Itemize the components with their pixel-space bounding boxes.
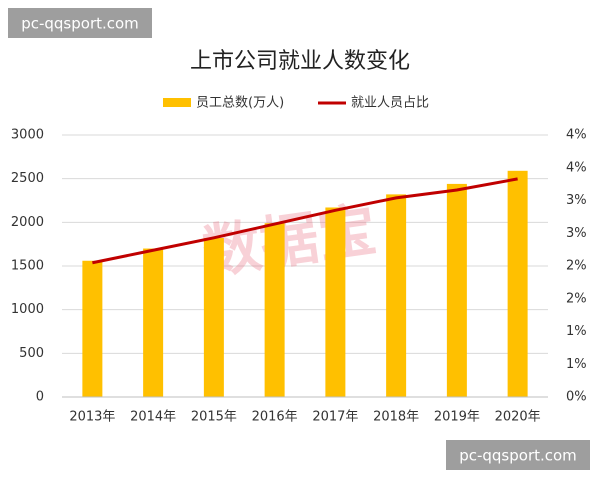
x-tick-label: 2016年 <box>252 410 298 425</box>
y-tick-label: 2500 <box>11 171 44 186</box>
x-tick-label: 2013年 <box>69 410 115 425</box>
bar <box>386 194 407 397</box>
y-tick-label: 1500 <box>11 259 44 274</box>
x-tick-label: 2015年 <box>191 410 237 425</box>
bar <box>264 223 285 397</box>
legend-swatch <box>163 98 191 107</box>
y2-tick-label: 3% <box>566 193 587 208</box>
x-tick-label: 2018年 <box>373 410 419 425</box>
line <box>92 177 518 265</box>
y-tick-label: 3000 <box>11 128 44 143</box>
bar <box>446 183 467 397</box>
badge <box>8 8 152 38</box>
x-tick-label: 2019年 <box>434 410 480 425</box>
y-tick-label: 1000 <box>11 302 44 317</box>
y-tick-label: 2000 <box>11 215 44 230</box>
badge <box>446 440 590 470</box>
y-tick-label: 0 <box>36 390 44 405</box>
bar <box>143 248 164 397</box>
badge-text: pc-qqsport.com <box>459 447 577 465</box>
y2-tick-label: 3% <box>566 226 587 241</box>
bar <box>325 207 346 397</box>
bar <box>203 238 224 397</box>
y2-tick-label: 4% <box>566 128 587 143</box>
x-tick-label: 2020年 <box>495 410 541 425</box>
y2-tick-label: 0% <box>566 390 587 405</box>
bar <box>82 260 103 397</box>
legend-label: 就业人员占比 <box>351 96 429 111</box>
y2-tick-label: 1% <box>566 357 587 372</box>
legend-label: 员工总数(万人) <box>196 96 284 111</box>
y2-tick-label: 1% <box>566 324 587 339</box>
bar <box>507 170 528 397</box>
y2-tick-label: 2% <box>566 259 587 274</box>
y2-tick-label: 2% <box>566 291 587 306</box>
watermark: 数据宝 <box>199 195 381 287</box>
y-tick-label: 500 <box>19 346 44 361</box>
badge-text: pc-qqsport.com <box>21 15 139 33</box>
y2-tick-label: 4% <box>566 160 587 175</box>
x-tick-label: 2017年 <box>312 410 358 425</box>
x-tick-label: 2014年 <box>130 410 176 425</box>
chart-title: 上市公司就业人数变化 <box>190 49 410 74</box>
